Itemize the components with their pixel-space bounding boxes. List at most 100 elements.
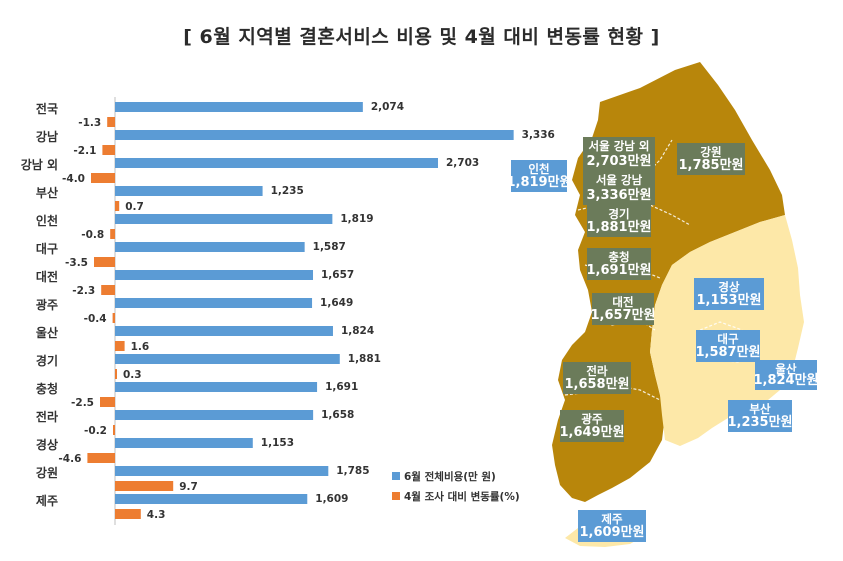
map-region-name: 인천 — [528, 162, 549, 176]
bar-change — [115, 481, 174, 491]
map-label-box — [592, 293, 654, 325]
map-region-name: 부산 — [749, 402, 771, 416]
map-label-box — [696, 330, 760, 362]
data-label-change: -3.5 — [65, 257, 88, 269]
bar-change — [101, 285, 115, 295]
bar-cost — [115, 410, 314, 420]
map-label-box — [578, 510, 646, 542]
category-label: 강남 — [36, 129, 58, 144]
bar-change — [107, 117, 115, 127]
data-label-change: -0.8 — [81, 229, 104, 241]
data-label-change: 0.7 — [125, 201, 144, 213]
map-label-box — [587, 248, 651, 280]
map-label-box — [583, 137, 655, 171]
data-label-cost: 1,691 — [325, 381, 358, 393]
category-label: 경상 — [36, 437, 58, 452]
map-region-name: 충청 — [608, 250, 629, 264]
map-label-box — [587, 205, 651, 237]
map-region-name: 대전 — [612, 295, 633, 309]
data-label-change: -2.1 — [73, 145, 96, 157]
map-region-name: 강원 — [700, 145, 721, 159]
map-region-value: 1,649만원 — [559, 424, 624, 440]
legend-swatch-change — [392, 492, 400, 500]
data-label-cost: 1,881 — [348, 353, 381, 365]
data-label-change: -0.2 — [84, 425, 107, 437]
map-region-name: 대구 — [717, 332, 739, 346]
map-region-name: 서울 강남 외 — [589, 139, 650, 153]
bar-change — [112, 313, 115, 323]
map-region-value: 1,691만원 — [586, 262, 651, 278]
map-region-value: 1,657만원 — [590, 307, 655, 323]
map-region-name: 경기 — [608, 207, 629, 221]
data-label-cost: 1,587 — [313, 241, 346, 253]
map-region-name: 서울 강남 — [596, 173, 643, 187]
bar-change — [115, 341, 125, 351]
bar-cost — [115, 214, 333, 224]
map-label-box — [728, 400, 792, 432]
data-label-change: 9.7 — [179, 481, 198, 493]
data-label-cost: 1,649 — [320, 297, 353, 309]
map-region-value: 1,235만원 — [727, 414, 792, 430]
category-label: 전국 — [36, 101, 58, 116]
data-label-change: -0.4 — [84, 313, 107, 325]
category-label: 대구 — [36, 242, 58, 256]
category-label: 충청 — [36, 381, 58, 396]
bar-cost — [115, 466, 329, 476]
data-label-cost: 1,785 — [336, 465, 369, 477]
data-label-change: -2.5 — [71, 397, 94, 409]
bar-change — [91, 173, 115, 183]
data-label-cost: 2,703 — [446, 157, 479, 169]
bar-cost — [115, 382, 318, 392]
data-label-cost: 1,657 — [321, 269, 354, 281]
map-region-value: 1,881만원 — [586, 219, 651, 235]
data-label-change: -4.0 — [62, 173, 85, 185]
legend-label-change: 4월 조사 대비 변동률(%) — [404, 490, 520, 503]
map-label-box — [511, 160, 567, 192]
bar-change — [94, 257, 115, 267]
bar-cost — [115, 326, 333, 336]
data-label-cost: 1,153 — [261, 437, 294, 449]
bar-cost — [115, 270, 314, 280]
map-region-value: 1,609만원 — [579, 524, 644, 540]
bar-change — [110, 229, 115, 239]
bar-cost — [115, 438, 253, 448]
category-label: 울산 — [36, 325, 58, 340]
korea-map — [552, 62, 804, 547]
legend-swatch-cost — [392, 472, 400, 480]
category-label: 부산 — [36, 185, 58, 200]
map-region-value: 1,819만원 — [506, 174, 571, 190]
map-label-box — [563, 362, 631, 394]
bar-cost — [115, 158, 439, 168]
data-label-cost: 1,609 — [315, 493, 348, 505]
legend-label-cost: 6월 전체비용(만 원) — [404, 470, 496, 483]
bar-change — [113, 425, 115, 435]
map-region-value: 1,824만원 — [753, 372, 818, 388]
data-label-cost: 3,336 — [522, 129, 555, 141]
category-label: 인천 — [36, 213, 58, 228]
bar-change — [115, 509, 141, 519]
chart-legend: 6월 전체비용(만 원) 4월 조사 대비 변동률(%) — [392, 470, 520, 503]
map-region-name: 경상 — [718, 280, 740, 294]
map-region-value: 1,153만원 — [696, 292, 761, 308]
chart-title: [ 6월 지역별 결혼서비스 비용 및 4월 대비 변동률 현황 ] — [183, 26, 660, 48]
map-region-name: 광주 — [581, 412, 603, 426]
category-label: 광주 — [36, 297, 58, 312]
bar-cost — [115, 494, 308, 504]
bar-change — [102, 145, 115, 155]
category-label: 강원 — [36, 466, 58, 480]
bar-change — [87, 453, 115, 463]
map-region-name: 제주 — [601, 512, 623, 526]
bar-change — [115, 369, 117, 379]
map-region-value: 2,703만원 — [586, 153, 651, 169]
map-region-value: 3,336만원 — [586, 187, 651, 203]
bar-change — [115, 201, 120, 211]
bar-change — [100, 397, 115, 407]
bar-cost — [115, 298, 313, 308]
map-label-box — [583, 171, 655, 205]
data-label-cost: 1,658 — [321, 409, 354, 421]
map-region-name: 울산 — [775, 362, 797, 376]
data-label-cost: 1,819 — [340, 213, 373, 225]
bar-cost — [115, 354, 340, 364]
map-label-box — [560, 410, 624, 442]
